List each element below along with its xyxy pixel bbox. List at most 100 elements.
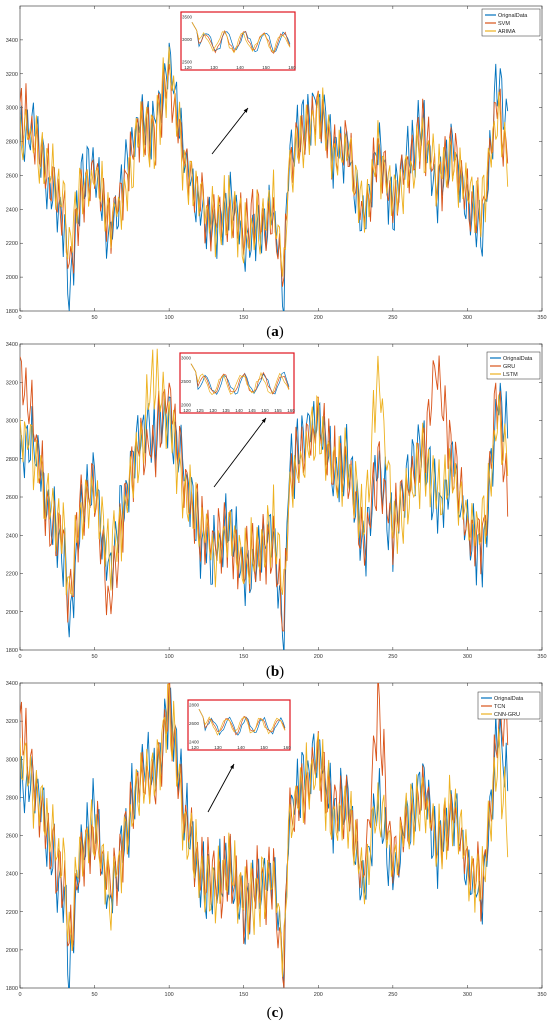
caption-letter: c <box>272 1005 279 1021</box>
x-tick-label: 0 <box>18 315 21 321</box>
y-tick-label: 2000 <box>6 610 18 616</box>
y-tick-label: 2800 <box>6 140 18 146</box>
caption-open: ( <box>266 324 271 340</box>
legend-entry: OrignalData <box>503 356 533 362</box>
inset-x-tick-label: 155 <box>274 408 282 413</box>
inset-x-tick-label: 145 <box>248 408 256 413</box>
y-tick-label: 3000 <box>6 757 18 763</box>
inset-x-tick-label: 130 <box>209 408 217 413</box>
y-tick-label: 3000 <box>6 419 18 425</box>
x-tick-label: 100 <box>165 654 174 660</box>
x-tick-label: 250 <box>388 992 397 998</box>
chart-panel-2: 0 50 100 150 200 250 300 350 1800 2000 2200 2400 260… <box>6 342 547 680</box>
series-line-GRU <box>20 355 509 632</box>
y-tick-label: 2600 <box>6 834 18 840</box>
y-tick-label: 2600 <box>6 495 18 501</box>
inset-x-tick-label: 130 <box>214 745 222 750</box>
x-tick-label: 200 <box>314 654 323 660</box>
inset-y-tick-label: 2500 <box>181 379 192 384</box>
y-tick-label: 2400 <box>6 533 18 539</box>
inset-x-tick-label: 140 <box>237 745 245 750</box>
inset-series-SVM <box>191 22 291 54</box>
x-tick-label: 150 <box>239 992 248 998</box>
y-tick-label: 2200 <box>6 572 18 578</box>
legend-entry: GRU <box>503 364 515 370</box>
legend-entry: ARIMA <box>498 29 516 35</box>
y-tick-label: 2400 <box>6 872 18 878</box>
legend-entry: CNN-GRU <box>494 712 520 718</box>
legend-entry: TCN <box>494 704 505 710</box>
inset-x-tick-label: 120 <box>183 408 191 413</box>
y-tick-label: 3200 <box>6 72 18 78</box>
legend: OrignalData TCN CNN-GRU <box>477 691 541 720</box>
chart-panel-1: 0 50 100 150 200 250 300 350 1800 2000 2200 2400 260… <box>6 5 547 340</box>
x-tick-label: 250 <box>388 315 397 321</box>
inset-x-tick-label: 160 <box>288 65 296 70</box>
y-tick-label: 3400 <box>6 342 18 348</box>
inset-x-tick-label: 140 <box>235 408 243 413</box>
y-tick-label: 3000 <box>6 106 18 112</box>
inset-x-tick-label: 150 <box>260 745 268 750</box>
zoom-inset: 120 130 140 150 160 3500 3000 2500 <box>180 11 296 71</box>
inset-series-LSTM <box>190 363 290 396</box>
x-tick-label: 100 <box>165 315 174 321</box>
panel-caption: (c) <box>267 1005 284 1021</box>
inset-series-CNN-GRU <box>198 708 286 736</box>
inset-x-tick-label: 120 <box>191 745 199 750</box>
x-tick-label: 0 <box>18 992 21 998</box>
inset-y-tick-label: 2500 <box>182 60 193 65</box>
x-tick-label: 300 <box>463 992 472 998</box>
caption-open: ( <box>267 1005 272 1021</box>
zoom-inset: 120 125 130 135 140 145 150 155 160 3000 2500 2000 <box>179 352 295 414</box>
x-tick-label: 350 <box>537 315 546 321</box>
y-tick-label: 3200 <box>6 719 18 725</box>
inset-y-tick-label: 2800 <box>189 703 200 708</box>
caption-close: ) <box>279 664 284 680</box>
zoom-arrow <box>211 107 249 155</box>
inset-x-tick-label: 160 <box>287 408 295 413</box>
inset-x-tick-label: 125 <box>196 408 204 413</box>
inset-series-OrignalData <box>190 363 290 395</box>
x-tick-label: 0 <box>18 654 21 660</box>
panel-caption: (a) <box>266 324 284 340</box>
x-tick-label: 150 <box>239 315 248 321</box>
chart-panel-3: 0 50 100 150 200 250 300 350 1800 2000 2200 2400 260… <box>6 681 547 1021</box>
series-line-CNN-GRU <box>20 683 509 977</box>
x-tick-label: 200 <box>314 992 323 998</box>
legend-entry: LSTM <box>503 372 518 378</box>
legend-entry: OrignalData <box>498 13 528 19</box>
series-line-LSTM <box>20 348 509 596</box>
inset-series-ARIMA <box>191 22 291 54</box>
caption-letter: b <box>271 664 279 680</box>
inset-y-tick-label: 2400 <box>189 740 200 745</box>
y-tick-label: 3200 <box>6 380 18 386</box>
legend: OrignalData GRU LSTM <box>486 351 541 380</box>
x-tick-label: 300 <box>463 315 472 321</box>
legend: OrignalData SVM ARIMA <box>481 8 541 37</box>
caption-close: ) <box>279 324 284 340</box>
zoom-arrow <box>207 763 235 813</box>
inset-x-tick-label: 150 <box>262 65 270 70</box>
legend-entry: OrignalData <box>494 696 524 702</box>
legend-entry: SVM <box>498 21 510 27</box>
x-tick-label: 350 <box>537 992 546 998</box>
x-tick-label: 300 <box>463 654 472 660</box>
inset-x-tick-label: 150 <box>261 408 269 413</box>
inset-series-GRU <box>190 363 290 395</box>
y-tick-label: 2000 <box>6 275 18 281</box>
caption-letter: a <box>271 324 279 340</box>
inset-y-tick-label: 2600 <box>189 721 200 726</box>
inset-series-TCN <box>198 708 286 736</box>
caption-close: ) <box>278 1005 283 1021</box>
inset-y-tick-label: 3000 <box>181 356 192 361</box>
x-tick-label: 250 <box>388 654 397 660</box>
inset-x-tick-label: 135 <box>222 408 230 413</box>
zoom-inset: 120 130 140 150 160 2800 2600 2400 <box>187 699 291 751</box>
inset-y-tick-label: 2000 <box>181 403 192 408</box>
zoom-arrow-head <box>243 108 248 113</box>
y-tick-label: 2800 <box>6 795 18 801</box>
y-tick-label: 2400 <box>6 207 18 213</box>
x-tick-label: 50 <box>92 992 98 998</box>
panel-caption: (b) <box>266 664 284 680</box>
